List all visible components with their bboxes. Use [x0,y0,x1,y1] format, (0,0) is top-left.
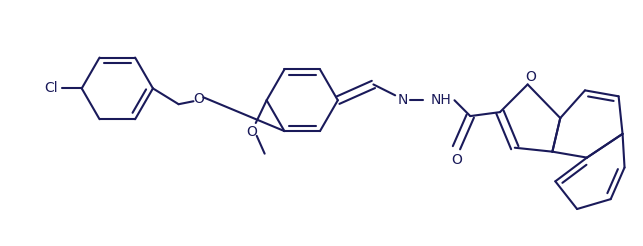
Text: O: O [193,92,204,106]
Text: Cl: Cl [44,81,58,95]
Text: O: O [525,70,536,84]
Text: O: O [246,125,257,139]
Text: N: N [398,93,408,107]
Text: NH: NH [430,93,451,107]
Text: O: O [451,153,462,167]
